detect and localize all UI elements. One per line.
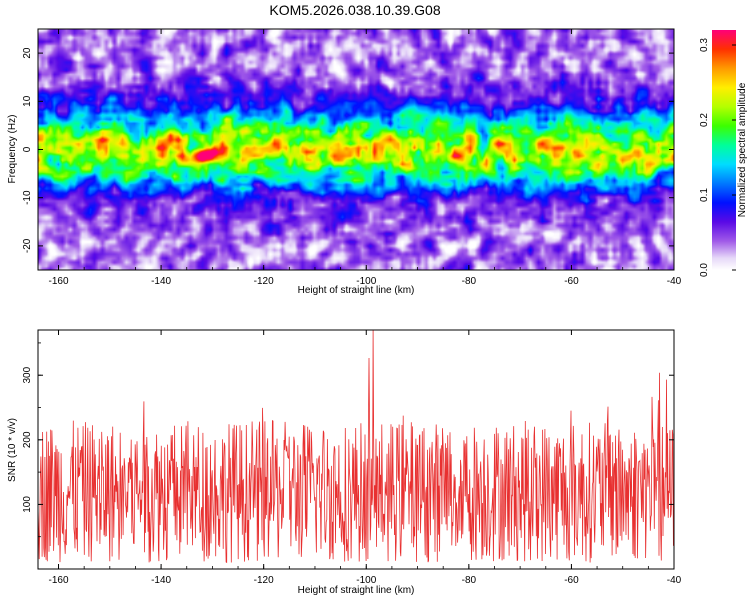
y-tick-label: 300 [22,366,33,383]
x-tick-label: -160 [49,276,69,287]
spectrogram-y-ticks: -20 -10 0 10 20 [22,47,674,253]
x-tick-label: -100 [356,575,376,586]
colorbar-tick-label: 0.0 [699,263,710,277]
colorbar-tick-label: 0.1 [699,188,710,202]
colorbar-tick-label: 0.3 [699,38,710,52]
x-tick-label: -140 [151,575,171,586]
spectrogram-y-axis-label: Frequency (Hz) [7,115,18,184]
snr-y-ticks: 100 200 300 [22,342,674,538]
x-tick-label: -140 [151,276,171,287]
colorbar-ticks: 0.0 0.1 0.2 0.3 [699,38,736,277]
y-tick-label: 20 [22,47,33,59]
y-tick-label: 10 [22,95,33,107]
x-tick-label: -60 [564,276,579,287]
x-tick-label: -120 [254,575,274,586]
x-tick-label: -80 [462,575,477,586]
snr-series-line [37,329,675,564]
x-tick-label: -60 [564,575,579,586]
colorbar-label: Normalized spectral amplitude [737,82,748,217]
snr-x-axis-label: Height of straight line (km) [298,585,415,596]
spectrogram-image [38,29,674,270]
spectrogram-x-axis-label: Height of straight line (km) [298,285,415,296]
y-tick-label: 0 [22,146,33,152]
x-tick-label: -40 [667,276,682,287]
x-tick-label: -100 [356,276,376,287]
spectrogram-x-ticks: -160 -140 -120 -100 -80 -60 -40 [49,29,682,287]
x-tick-label: -160 [49,575,69,586]
colorbar: 0.0 0.1 0.2 0.3 Normalized spectral amplitu… [699,30,748,277]
y-tick-label: -20 [22,238,33,253]
y-tick-label: 100 [22,496,33,513]
x-tick-label: -80 [462,276,477,287]
snr-panel: -160 -140 -120 -100 -80 -60 -40 100 200 300 Heig… [7,329,682,596]
snr-x-ticks: -160 -140 -120 -100 -80 -60 -40 [49,330,682,586]
y-tick-label: -10 [22,190,33,205]
y-tick-label: 200 [22,431,33,448]
x-tick-label: -40 [667,575,682,586]
figure-title: KOM5.2026.038.10.39.G08 [269,2,440,18]
colorbar-gradient [712,30,736,270]
colorbar-tick-label: 0.2 [699,113,710,127]
snr-y-axis-label: SNR (10 * v/v) [7,418,18,482]
x-tick-label: -120 [254,276,274,287]
snr-frame [37,329,675,570]
